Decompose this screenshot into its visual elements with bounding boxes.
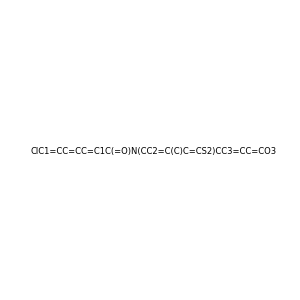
Text: ClC1=CC=CC=C1C(=O)N(CC2=C(C)C=CS2)CC3=CC=CO3: ClC1=CC=CC=C1C(=O)N(CC2=C(C)C=CS2)CC3=CC… xyxy=(31,147,277,156)
